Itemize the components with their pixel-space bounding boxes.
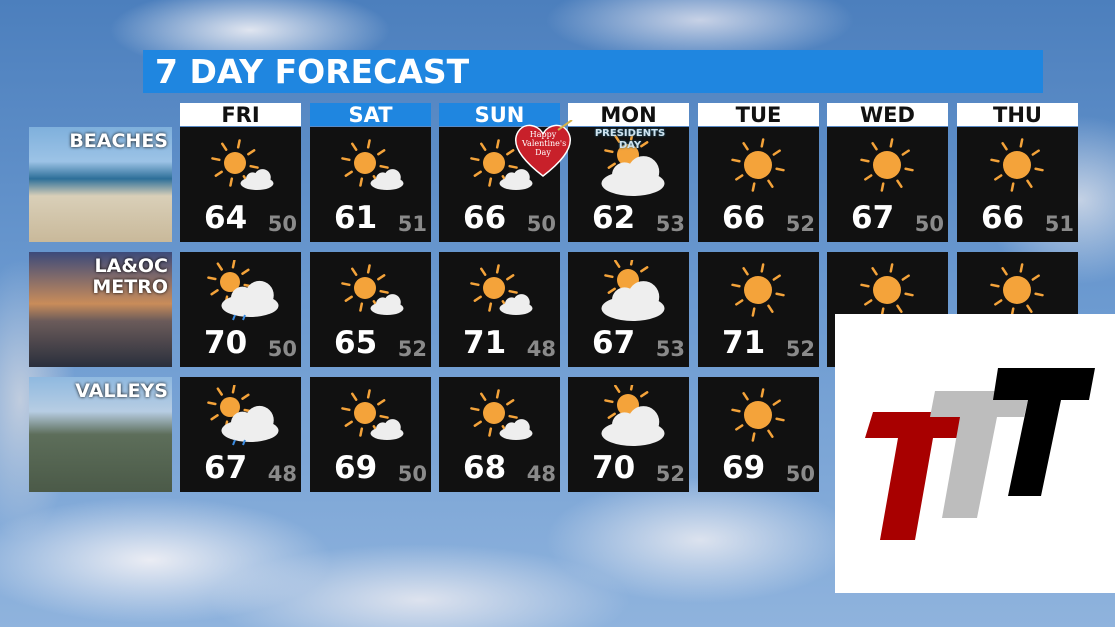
low-temp: 50: [267, 337, 297, 361]
forecast-cell: 65 52: [310, 252, 431, 367]
high-temp: 71: [722, 325, 766, 361]
sun-icon: [731, 388, 785, 442]
region-label: VALLEYS: [75, 380, 168, 402]
forecast-cell: 67 48: [180, 377, 301, 492]
forecast-cell: 64 50: [180, 127, 301, 242]
forecast-cell: 69 50: [310, 377, 431, 492]
heart-icon: [514, 119, 573, 177]
high-temp: 67: [851, 200, 895, 236]
forecast-cell: 68 48: [439, 377, 560, 492]
forecast-cell: 67 53: [568, 252, 689, 367]
day-header-sat: SAT: [310, 103, 431, 127]
region-panel: BEACHES: [29, 127, 172, 242]
forecast-cell: 70 50: [180, 252, 301, 367]
low-temp: 53: [655, 212, 685, 236]
cloud-sun-icon: [601, 385, 665, 446]
low-temp: 50: [397, 462, 427, 486]
low-temp: 50: [914, 212, 944, 236]
high-temp: 61: [334, 200, 378, 236]
sun-icon: [731, 263, 785, 317]
watermark-logo: [835, 314, 1115, 593]
low-temp: 50: [785, 462, 815, 486]
high-temp: 70: [204, 325, 248, 361]
forecast-cell: 66 52: [698, 127, 819, 242]
day-header-tue: TUE: [698, 103, 819, 127]
region-panel: VALLEYS: [29, 377, 172, 492]
sun-small-cloud-icon: [341, 264, 404, 315]
low-temp: 48: [526, 337, 556, 361]
forecast-cell: 71 52: [698, 252, 819, 367]
low-temp: 52: [655, 462, 685, 486]
high-temp: 67: [204, 450, 248, 486]
low-temp: 51: [397, 212, 427, 236]
high-temp: 69: [334, 450, 378, 486]
valentines-day-badge: Happy Valentine's Day: [512, 119, 574, 178]
low-temp: 50: [526, 212, 556, 236]
region-label: LA&OC METRO: [92, 255, 168, 298]
high-temp: 66: [981, 200, 1025, 236]
day-header-thu: THU: [957, 103, 1078, 127]
low-temp: 50: [267, 212, 297, 236]
forecast-cell: 71 48: [439, 252, 560, 367]
low-temp: 51: [1044, 212, 1074, 236]
sun-small-cloud-icon: [341, 389, 404, 440]
forecast-cell: 70 52: [568, 377, 689, 492]
badge-text: Happy Valentine's Day: [522, 130, 567, 157]
ttt-logo-icon: [865, 368, 1095, 540]
forecast-cell: 62 53: [568, 127, 689, 242]
low-temp: 53: [655, 337, 685, 361]
forecast-cell: 61 51: [310, 127, 431, 242]
forecast-cell: 69 50: [698, 377, 819, 492]
high-temp: 70: [592, 450, 636, 486]
low-temp: 52: [397, 337, 427, 361]
presidents-day-badge: PRESIDENTS DAY: [594, 128, 666, 151]
sun-icon: [860, 263, 914, 317]
sun-small-cloud-icon: [470, 264, 533, 315]
sun-small-cloud-icon: [470, 139, 533, 190]
high-temp: 67: [592, 325, 636, 361]
cloud-drizzle-icon: [207, 385, 279, 446]
high-temp: 64: [204, 200, 248, 236]
low-temp: 48: [526, 462, 556, 486]
forecast-cell: 66 51: [957, 127, 1078, 242]
sun-small-cloud-icon: [470, 389, 533, 440]
sun-icon: [990, 138, 1044, 192]
cloud-drizzle-icon: [207, 260, 279, 321]
sun-icon: [990, 263, 1044, 317]
sun-icon: [860, 138, 914, 192]
high-temp: 66: [463, 200, 507, 236]
cloud-sun-icon: [601, 260, 665, 321]
forecast-cell: 67 50: [827, 127, 948, 242]
high-temp: 65: [334, 325, 378, 361]
forecast-title: 7 DAY FORECAST: [143, 50, 1043, 93]
low-temp: 52: [785, 212, 815, 236]
high-temp: 69: [722, 450, 766, 486]
day-header-mon: MON: [568, 103, 689, 127]
day-header-sun: SUN: [439, 103, 560, 127]
region-panel: LA&OC METRO: [29, 252, 172, 367]
region-label: BEACHES: [69, 130, 168, 152]
day-header-fri: FRI: [180, 103, 301, 127]
high-temp: 66: [722, 200, 766, 236]
high-temp: 62: [592, 200, 636, 236]
sun-small-cloud-icon: [211, 139, 274, 190]
cloud-sun-icon: [601, 135, 665, 196]
sun-small-cloud-icon: [341, 139, 404, 190]
day-header-wed: WED: [827, 103, 948, 127]
low-temp: 52: [785, 337, 815, 361]
low-temp: 48: [267, 462, 297, 486]
sun-icon: [731, 138, 785, 192]
high-temp: 68: [463, 450, 507, 486]
high-temp: 71: [463, 325, 507, 361]
